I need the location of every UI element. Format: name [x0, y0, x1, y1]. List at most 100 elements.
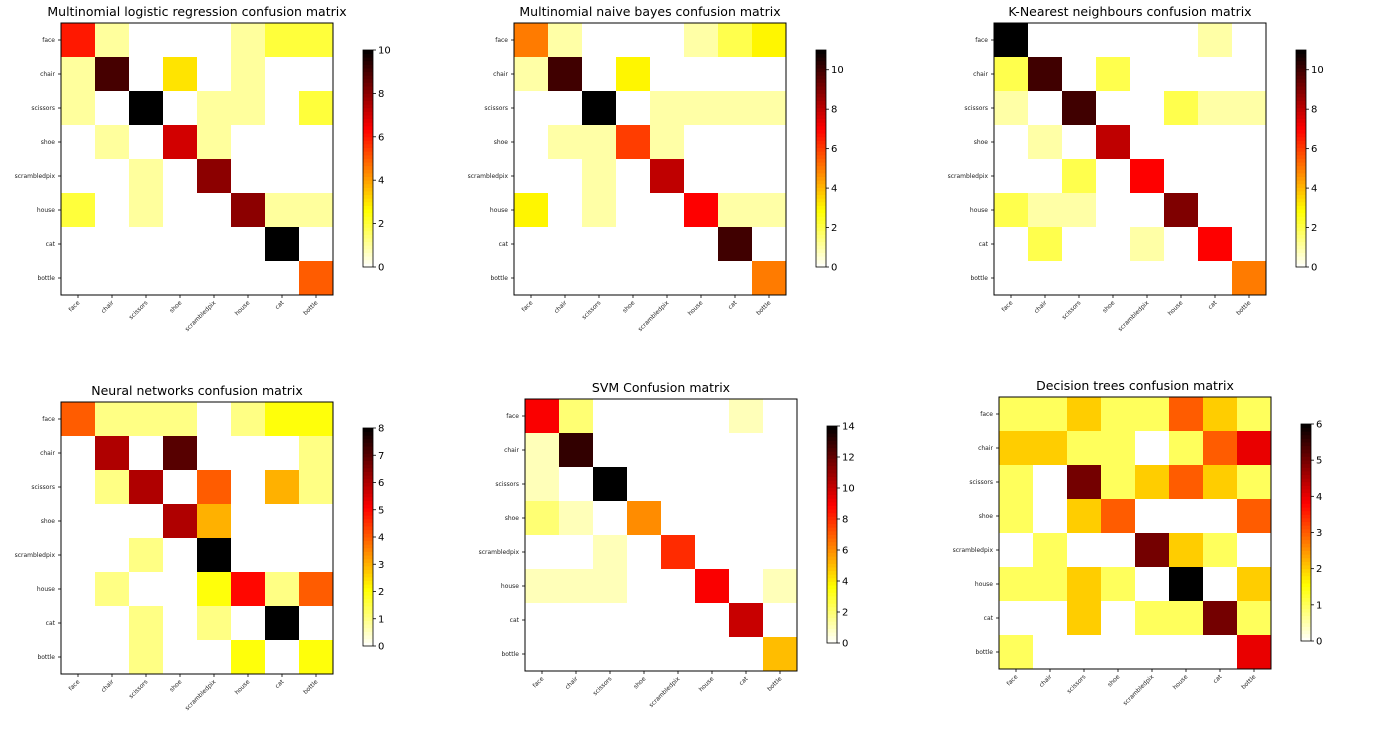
- heatmap-cell: [163, 125, 198, 160]
- y-tick-label: bottle: [37, 275, 55, 282]
- x-tick-label: chair: [1033, 299, 1049, 315]
- colorbar-segment: [363, 223, 373, 228]
- heatmap-cell: [514, 57, 549, 92]
- heatmap-cell: [650, 125, 685, 160]
- colorbar-segment: [1301, 438, 1311, 443]
- heatmap-cell: [1203, 499, 1238, 534]
- heatmap-cell: [1164, 159, 1199, 194]
- heatmap-cell: [197, 91, 232, 126]
- colorbar-segment: [1301, 583, 1311, 588]
- heatmap-cell: [718, 159, 753, 194]
- colorbar: [826, 425, 838, 644]
- heatmap-cell: [95, 261, 130, 296]
- colorbar-segment: [363, 256, 373, 261]
- colorbar-segment: [363, 591, 373, 596]
- colorbar-segment: [816, 216, 826, 221]
- colorbar-segment: [1301, 622, 1311, 627]
- heatmap-cell: [1135, 567, 1170, 602]
- colorbar-segment: [827, 556, 837, 561]
- confusion-matrix-panel: Multinomial logistic regression confusio…: [15, 4, 391, 333]
- heatmap-cell: [299, 640, 334, 675]
- heatmap-cell: [684, 227, 719, 262]
- heatmap-cell: [1164, 261, 1199, 296]
- colorbar-segment: [363, 489, 373, 494]
- colorbar-segment: [1296, 209, 1306, 214]
- heatmap-cell: [616, 227, 651, 262]
- heatmap-cell: [999, 499, 1034, 534]
- colorbar-segment: [1296, 169, 1306, 174]
- heatmap-cell: [265, 227, 300, 262]
- heatmap-cell: [197, 640, 232, 675]
- heatmap-cell: [559, 399, 594, 434]
- colorbar-segment: [827, 534, 837, 539]
- heatmap-cell: [1232, 91, 1267, 126]
- colorbar-segment: [1301, 456, 1311, 461]
- heatmap-cell: [1164, 57, 1199, 92]
- x-tick-label: scrambledpix: [1117, 299, 1151, 333]
- y-tick-label: scissors: [495, 481, 519, 488]
- colorbar-segment: [1301, 633, 1311, 638]
- colorbar-segment: [1301, 593, 1311, 598]
- colorbar-segment: [363, 438, 373, 443]
- heatmap-cell: [514, 227, 549, 262]
- colorbar-segment: [1301, 575, 1311, 580]
- x-tick-label: face: [531, 675, 545, 689]
- x-tick-label: shoe: [168, 299, 183, 314]
- heatmap-cell: [525, 433, 560, 468]
- y-tick-label: shoe: [494, 139, 509, 146]
- y-tick-label: scissors: [31, 484, 55, 491]
- colorbar-tick-label: 2: [842, 608, 848, 619]
- heatmap-cell: [299, 504, 334, 539]
- heatmap-cell: [994, 261, 1029, 296]
- heatmap-cell: [684, 125, 719, 160]
- colorbar-tick-label: 1: [378, 614, 384, 625]
- heatmap-cell: [582, 57, 617, 92]
- heatmap-cell: [695, 433, 730, 468]
- heatmap-cell: [61, 504, 96, 539]
- colorbar-segment: [827, 473, 837, 478]
- heatmap-cell: [299, 470, 334, 505]
- colorbar-segment: [827, 429, 837, 434]
- colorbar-segment: [827, 581, 837, 586]
- heatmap-cell: [582, 159, 617, 194]
- heatmap-cell: [163, 159, 198, 194]
- colorbar-segment: [363, 573, 373, 578]
- colorbar-segment: [363, 227, 373, 232]
- heatmap-cell: [299, 125, 334, 160]
- colorbar-segment: [363, 467, 373, 472]
- heatmap-cell: [1169, 567, 1204, 602]
- colorbar-segment: [363, 89, 373, 94]
- heatmap-cell: [1237, 431, 1272, 466]
- colorbar-segment: [816, 107, 826, 112]
- colorbar-segment: [1296, 133, 1306, 138]
- heatmap-cell: [95, 57, 130, 92]
- heatmap-cell: [231, 436, 266, 471]
- colorbar-segment: [363, 627, 373, 632]
- heatmap-cell: [231, 538, 266, 573]
- heatmap-cell: [129, 261, 164, 296]
- colorbar-segment: [1296, 71, 1306, 76]
- heatmap-cell: [299, 606, 334, 641]
- heatmap-cell: [61, 159, 96, 194]
- colorbar-segment: [363, 526, 373, 531]
- heatmap-cell: [231, 227, 266, 262]
- colorbar-segment: [827, 563, 837, 568]
- heatmap-cell: [299, 193, 334, 228]
- x-tick-label: shoe: [168, 678, 183, 693]
- axes-frame: [524, 398, 798, 672]
- heatmap-cell: [1164, 23, 1199, 58]
- colorbar-segment: [827, 426, 837, 431]
- colorbar-segment: [363, 111, 373, 116]
- colorbar-segment: [1296, 115, 1306, 120]
- heatmap-cell: [1101, 533, 1136, 568]
- heatmap-cell: [616, 57, 651, 92]
- colorbar-segment: [827, 595, 837, 600]
- colorbar-segment: [816, 219, 826, 224]
- colorbar-tick-label: 2: [378, 587, 384, 598]
- colorbar-segment: [1296, 176, 1306, 181]
- colorbar-tick-label: 2: [1316, 564, 1322, 575]
- y-tick-label: face: [975, 37, 988, 44]
- heatmap-cell: [1101, 567, 1136, 602]
- colorbar-segment: [363, 635, 373, 640]
- colorbar-tick-label: 0: [378, 263, 384, 274]
